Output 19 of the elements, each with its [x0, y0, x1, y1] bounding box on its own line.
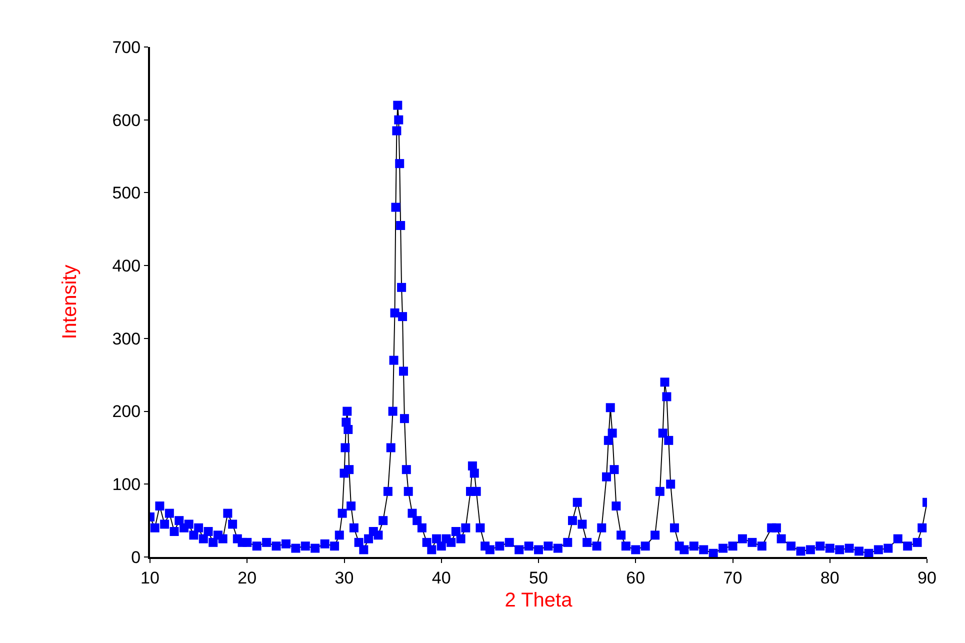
y-tick-label: 300 — [112, 329, 141, 348]
x-tick-label: 80 — [820, 568, 840, 588]
x-tick-label: 50 — [529, 568, 548, 588]
x-tick-label: 20 — [238, 568, 257, 588]
y-tick-label: 500 — [112, 184, 141, 203]
y-axis-title: Intensity — [59, 264, 82, 340]
x-tick-label: 40 — [432, 568, 451, 588]
x-tick-label: 30 — [334, 568, 354, 588]
y-tick-label: 200 — [112, 402, 141, 422]
y-tick-label: 100 — [112, 475, 141, 494]
y-tick-label: 0 — [131, 548, 141, 567]
x-tick-label: 90 — [918, 568, 936, 588]
x-tick-label: 70 — [723, 568, 742, 588]
x-tick-label: 10 — [140, 568, 160, 588]
y-tick-label: 600 — [112, 110, 141, 130]
y-tick-label: 700 — [112, 38, 141, 57]
x-tick-label: 60 — [626, 568, 646, 588]
y-tick-label: 400 — [112, 256, 141, 276]
x-axis-title: 2 Theta — [504, 589, 574, 612]
